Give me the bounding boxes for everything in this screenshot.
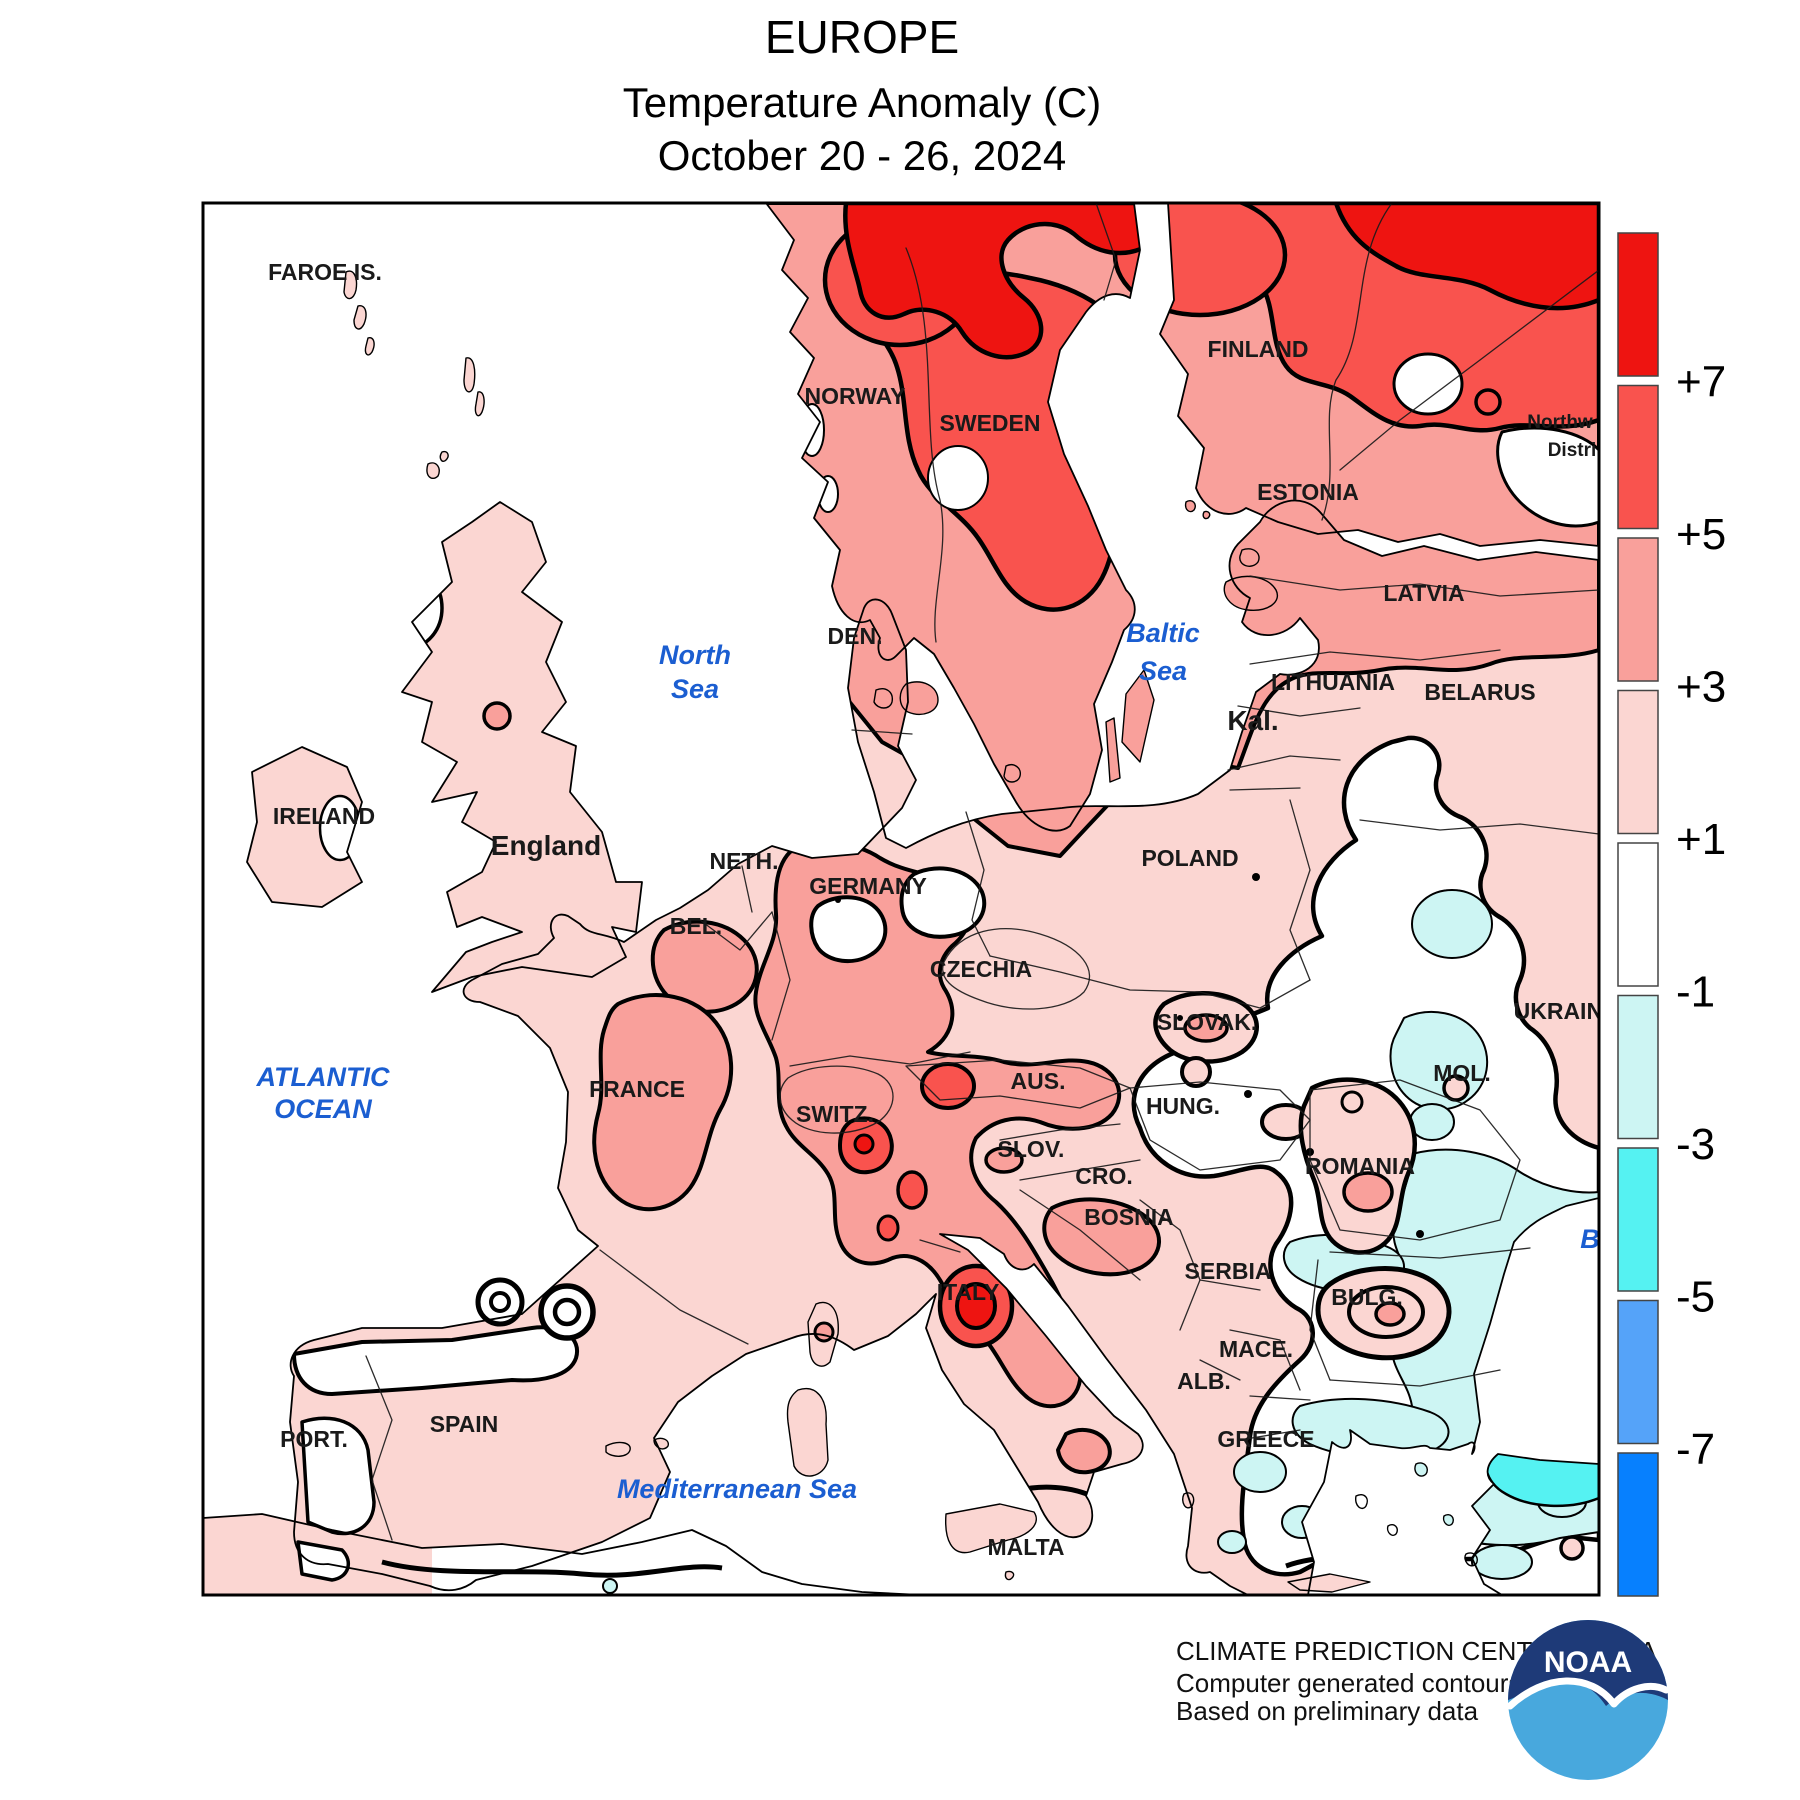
map-label-kal: Kal. bbox=[1227, 705, 1278, 736]
map-label-faroe-is: FAROE IS. bbox=[268, 259, 382, 285]
sea-label-mediterranean-sea: Mediterranean Sea bbox=[617, 1474, 857, 1504]
map-label-neth: NETH. bbox=[710, 848, 779, 874]
spain-donut-contours bbox=[475, 1277, 596, 1341]
title-block: EUROPE Temperature Anomaly (C) October 2… bbox=[623, 11, 1102, 179]
map-label-hung: HUNG. bbox=[1146, 1093, 1220, 1119]
page-daterange: October 20 - 26, 2024 bbox=[658, 132, 1067, 179]
colorbar-tick-7: +7 bbox=[1676, 358, 1726, 407]
colorbar-swatch-8 bbox=[1617, 1452, 1659, 1597]
credit-line-2: Computer generated contours bbox=[1176, 1668, 1521, 1698]
map-label-romania: ROMANIA bbox=[1305, 1153, 1415, 1179]
sea-label-sea: Sea bbox=[671, 674, 719, 704]
map-label-mol: MOL. bbox=[1433, 1060, 1491, 1086]
map-label-england: England bbox=[491, 830, 601, 861]
colorbar-legend: +7 +5 +3 +1 -1 -3 -5 -7 bbox=[1617, 232, 1726, 1597]
map-area: FAROE IS. NORWAY SWEDEN FINLAND ESTONIA LATVI… bbox=[203, 203, 1619, 1595]
credits-block: CLIMATE PREDICTION CENTER, NOAA Computer… bbox=[1176, 1636, 1657, 1726]
colorbar-tick-3: -3 bbox=[1676, 1120, 1715, 1169]
map-label-northw: Northw bbox=[1527, 412, 1593, 433]
colorbar-swatch-4 bbox=[1617, 842, 1659, 987]
map-label-lithuania: LITHUANIA bbox=[1271, 669, 1395, 695]
credit-line-3: Based on preliminary data bbox=[1176, 1696, 1479, 1726]
page-title: EUROPE bbox=[765, 11, 959, 63]
map-label-bosnia: BOSNIA bbox=[1084, 1204, 1173, 1230]
noaa-logo-text: NOAA bbox=[1544, 1646, 1632, 1679]
map-label-poland: POLAND bbox=[1141, 845, 1238, 871]
map-label-italy: ITALY bbox=[937, 1279, 1000, 1305]
map-label-den: DEN. bbox=[828, 623, 883, 649]
colorbar-swatch-2 bbox=[1617, 537, 1659, 682]
colorbar-tick-1: -1 bbox=[1676, 968, 1715, 1017]
map-label-germany: GERMANY bbox=[809, 873, 927, 899]
map-frame bbox=[201, 201, 1601, 1597]
colorbar-swatch-1 bbox=[1617, 384, 1659, 530]
map-label-aus: AUS. bbox=[1011, 1068, 1066, 1094]
colorbar-tick-5: -5 bbox=[1676, 1273, 1715, 1322]
map-label-slovak: SLOVAK. bbox=[1157, 1009, 1258, 1035]
map-label-bulg: BULG. bbox=[1331, 1284, 1403, 1310]
map-label-latvia: LATVIA bbox=[1383, 580, 1464, 606]
map-label-france: FRANCE bbox=[589, 1076, 685, 1102]
colorbar-tick-1: +1 bbox=[1676, 815, 1726, 864]
map-label-ireland: IRELAND bbox=[273, 803, 375, 829]
map-label-port: PORT. bbox=[280, 1426, 348, 1452]
map-label-alb: ALB. bbox=[1177, 1368, 1231, 1394]
map-label-distri: Distri bbox=[1548, 440, 1597, 461]
colorbar-swatch-3 bbox=[1617, 689, 1659, 835]
colorbar-swatch-5 bbox=[1617, 994, 1659, 1140]
map-label-slov: SLOV. bbox=[998, 1136, 1065, 1162]
colorbar-tick-5: +5 bbox=[1676, 510, 1726, 559]
map-label-cro: CRO. bbox=[1075, 1163, 1133, 1189]
map-label-ukraine: UKRAINE bbox=[1514, 998, 1619, 1024]
map-label-estonia: ESTONIA bbox=[1257, 479, 1359, 505]
map-label-switz: SWITZ. bbox=[796, 1101, 874, 1127]
sea-label-north: North bbox=[659, 640, 731, 670]
map-label-sweden: SWEDEN bbox=[940, 410, 1041, 436]
sea-label-atlantic: ATLANTIC bbox=[256, 1062, 390, 1092]
map-label-greece: GREECE bbox=[1217, 1426, 1314, 1452]
sea-label-b: B bbox=[1580, 1224, 1600, 1254]
map-labels: FAROE IS. NORWAY SWEDEN FINLAND ESTONIA LATVI… bbox=[256, 259, 1619, 1560]
colorbar-tick-3: +3 bbox=[1676, 663, 1726, 712]
map-label-bel: BEL. bbox=[670, 913, 722, 939]
map-label-mace: MACE. bbox=[1219, 1336, 1293, 1362]
map-label-malta: MALTA bbox=[987, 1534, 1064, 1560]
colorbar-swatch-7 bbox=[1617, 1299, 1659, 1445]
map-label-finland: FINLAND bbox=[1208, 336, 1309, 362]
sea-label-ocean: OCEAN bbox=[274, 1094, 372, 1124]
noaa-logo: NOAA bbox=[1506, 1620, 1670, 1780]
map-label-norway: NORWAY bbox=[805, 383, 906, 409]
country-borders bbox=[365, 203, 1599, 1541]
seagull-icon bbox=[1506, 1677, 1670, 1710]
colorbar-swatch-6 bbox=[1617, 1147, 1659, 1292]
map-label-belarus: BELARUS bbox=[1424, 679, 1535, 705]
sea-label-sea: Sea bbox=[1139, 656, 1187, 686]
map-label-czechia: CZECHIA bbox=[930, 956, 1032, 982]
colorbar-swatch-0 bbox=[1617, 232, 1659, 377]
page-subtitle: Temperature Anomaly (C) bbox=[623, 79, 1102, 126]
sea-label-baltic: Baltic bbox=[1126, 618, 1200, 648]
colorbar-tick-7: -7 bbox=[1676, 1425, 1715, 1474]
map-label-serbia: SERBIA bbox=[1185, 1258, 1272, 1284]
map-label-spain: SPAIN bbox=[430, 1411, 499, 1437]
